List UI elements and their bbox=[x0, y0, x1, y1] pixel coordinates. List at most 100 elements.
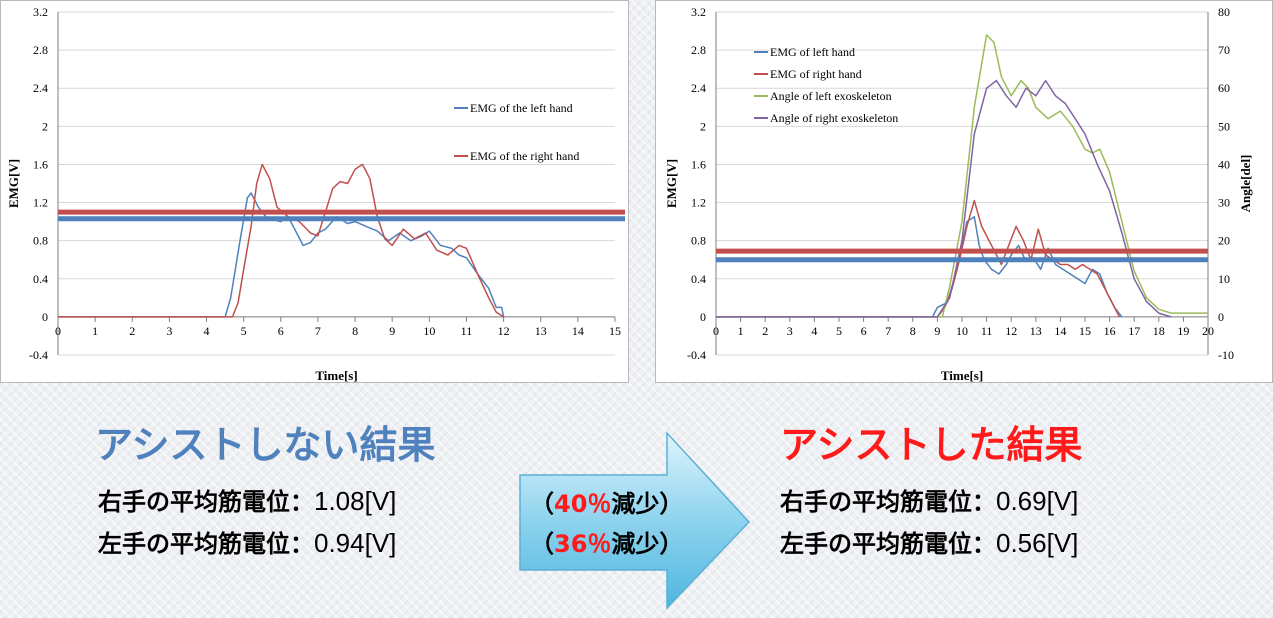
legend-label: Angle of left exoskeleton bbox=[770, 89, 892, 103]
stat-value: 1.08[V] bbox=[314, 486, 397, 516]
y-tick-label: 1.2 bbox=[33, 196, 48, 210]
y-tick-label: 0 bbox=[42, 310, 48, 324]
y2-tick-label: 80 bbox=[1218, 5, 1230, 19]
stat-value: 0.94[V] bbox=[314, 528, 397, 558]
y2-tick-label: 60 bbox=[1218, 81, 1230, 95]
y-tick-label: 0.8 bbox=[691, 234, 706, 248]
y-tick-label: 0.4 bbox=[33, 272, 48, 286]
y-tick-label: 2 bbox=[42, 119, 48, 133]
x-tick-label: 17 bbox=[1128, 324, 1140, 338]
y-tick-label: 3.2 bbox=[33, 5, 48, 19]
no-assist-heading: アシストしない結果 bbox=[95, 423, 436, 467]
x-tick-label: 8 bbox=[910, 324, 916, 338]
y-tick-label: 2 bbox=[700, 119, 706, 133]
y-tick-label: 2.8 bbox=[691, 43, 706, 57]
y-tick-label: 2.8 bbox=[33, 43, 48, 57]
x-tick-label: 7 bbox=[885, 324, 891, 338]
paren-open: （ bbox=[530, 530, 554, 558]
x-tick-label: 13 bbox=[1030, 324, 1042, 338]
stat-label: 左手の平均筋電位： bbox=[98, 530, 314, 558]
x-tick-label: 11 bbox=[461, 324, 473, 338]
x-tick-label: 14 bbox=[1054, 324, 1066, 338]
x-tick-label: 14 bbox=[572, 324, 584, 338]
series-line bbox=[716, 216, 1123, 318]
x-tick-label: 7 bbox=[315, 324, 321, 338]
y-axis-title: EMG[V] bbox=[664, 159, 679, 208]
assist-left-hand-stat: 左手の平均筋電位：0.56[V] bbox=[780, 524, 1078, 559]
y2-tick-label: 0 bbox=[1218, 310, 1224, 324]
x-tick-label: 5 bbox=[836, 324, 842, 338]
y2-tick-label: 30 bbox=[1218, 196, 1230, 210]
x-axis-title: Time[s] bbox=[941, 368, 983, 382]
y-tick-label: 1.2 bbox=[691, 196, 706, 210]
x-tick-label: 11 bbox=[981, 324, 993, 338]
y2-tick-label: 70 bbox=[1218, 43, 1230, 57]
no-assist-right-hand-stat: 右手の平均筋電位：1.08[V] bbox=[98, 482, 396, 517]
y-axis-title: EMG[V] bbox=[6, 159, 21, 208]
stat-label: 右手の平均筋電位： bbox=[98, 488, 314, 516]
reduction-text: 減少） bbox=[611, 530, 684, 558]
reduction-percent: 40％ bbox=[554, 490, 612, 518]
x-tick-label: 18 bbox=[1153, 324, 1165, 338]
x-tick-label: 10 bbox=[423, 324, 435, 338]
x-tick-label: 4 bbox=[811, 324, 817, 338]
y2-tick-label: 10 bbox=[1218, 272, 1230, 286]
x-tick-label: 16 bbox=[1104, 324, 1116, 338]
x-tick-label: 15 bbox=[1079, 324, 1091, 338]
left-chart-panel: -0.4 0 0.4 0.8 1.2 1.6 2 2.4 2.8 3.2 0 1 2 3 4 5 6 7 8 9 10 1… bbox=[0, 0, 629, 383]
y-tick-label: 0.8 bbox=[33, 234, 48, 248]
x-tick-label: 12 bbox=[498, 324, 510, 338]
right-emg-angle-chart: -0.400.40.81.21.622.42.83.20 1 2 3 4 5 6 7 8 9 10 1… bbox=[664, 5, 1253, 382]
y2-tick-label: -10 bbox=[1218, 348, 1234, 362]
stat-value: 0.56[V] bbox=[996, 528, 1079, 558]
x-tick-label: 2 bbox=[129, 324, 135, 338]
x-tick-label: 15 bbox=[609, 324, 621, 338]
paren-open: （ bbox=[530, 490, 554, 518]
y2-tick-label: 40 bbox=[1218, 157, 1230, 171]
y-tick-label: -0.4 bbox=[29, 348, 48, 362]
right-chart-panel: -0.4 0 0.4 0.8 1.2 1.6 2 2.4 2.8 3.2 0 1 2 3 4 5 6 7 8 9 10 1… bbox=[655, 0, 1273, 383]
no-assist-left-hand-stat: 左手の平均筋電位：0.94[V] bbox=[98, 524, 396, 559]
y2-tick-label: 50 bbox=[1218, 119, 1230, 133]
y2-axis-title: Angle[del] bbox=[1238, 155, 1253, 213]
x-tick-label: 9 bbox=[389, 324, 395, 338]
y-tick-label: 1.6 bbox=[33, 157, 48, 171]
y-tick-label: 0 bbox=[700, 310, 706, 324]
series-line bbox=[716, 34, 1208, 318]
x-tick-label: 3 bbox=[166, 324, 172, 338]
series-line bbox=[58, 163, 505, 318]
assist-heading: アシストした結果 bbox=[780, 423, 1083, 467]
x-tick-label: 6 bbox=[861, 324, 867, 338]
series-line bbox=[716, 199, 1121, 318]
stat-label: 左手の平均筋電位： bbox=[780, 530, 996, 558]
x-axis-title: Time[s] bbox=[315, 368, 357, 382]
right-arrow-icon bbox=[519, 431, 751, 610]
x-tick-label: 9 bbox=[934, 324, 940, 338]
y-tick-label: -0.4 bbox=[687, 348, 706, 362]
right-hand-reduction: （40％減少） bbox=[530, 484, 683, 519]
left-emg-chart: -0.400.40.81.21.622.42.83.20 1 2 3 4 5 6 7 8 9 10 1… bbox=[6, 5, 625, 382]
x-tick-label: 8 bbox=[352, 324, 358, 338]
y-tick-label: 2.4 bbox=[33, 81, 48, 95]
x-tick-label: 0 bbox=[713, 324, 719, 338]
x-tick-label: 1 bbox=[92, 324, 98, 338]
x-tick-label: 5 bbox=[241, 324, 247, 338]
series-line bbox=[58, 192, 505, 318]
y2-tick-label: 20 bbox=[1218, 234, 1230, 248]
reduction-percent: 36％ bbox=[554, 530, 612, 558]
y-tick-label: 2.4 bbox=[691, 81, 706, 95]
x-tick-label: 1 bbox=[738, 324, 744, 338]
x-tick-label: 13 bbox=[535, 324, 547, 338]
legend-label: EMG of the right hand bbox=[470, 149, 579, 163]
assist-right-hand-stat: 右手の平均筋電位：0.69[V] bbox=[780, 482, 1078, 517]
x-tick-label: 12 bbox=[1005, 324, 1017, 338]
legend-label: EMG of the left hand bbox=[470, 101, 573, 115]
left-hand-reduction: （36％減少） bbox=[530, 524, 683, 559]
x-tick-label: 19 bbox=[1177, 324, 1189, 338]
reduction-text: 減少） bbox=[611, 490, 684, 518]
y-tick-label: 3.2 bbox=[691, 5, 706, 19]
legend-label: EMG of right hand bbox=[770, 67, 862, 81]
y-tick-label: 1.6 bbox=[691, 157, 706, 171]
y-tick-label: 0.4 bbox=[691, 272, 706, 286]
stat-value: 0.69[V] bbox=[996, 486, 1079, 516]
